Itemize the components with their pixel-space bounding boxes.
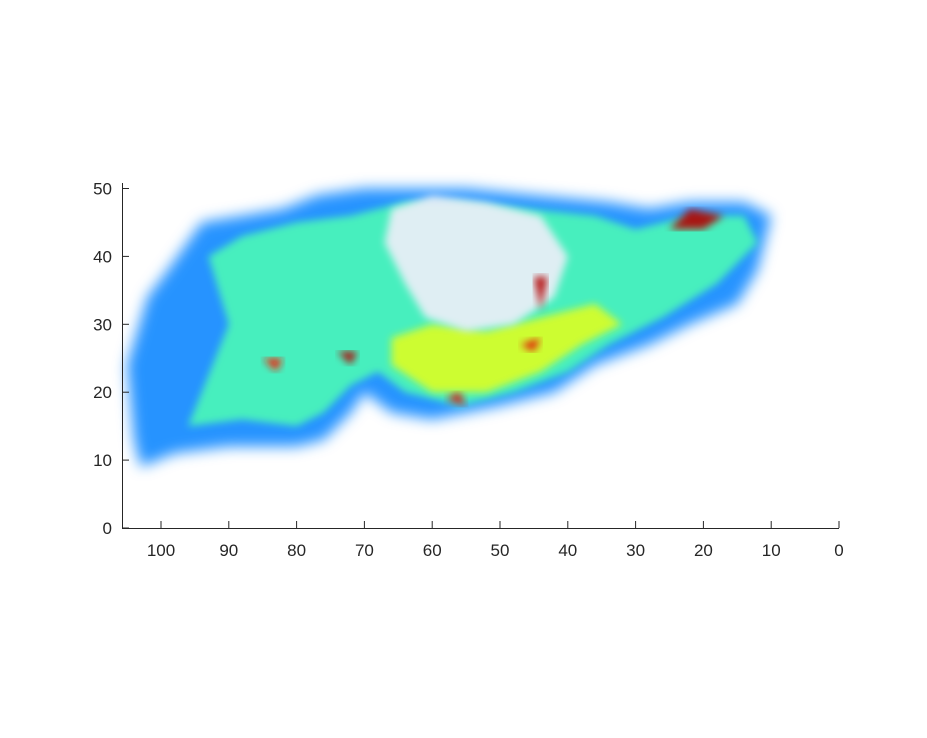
- region-white-cavity: [384, 195, 568, 332]
- x-tick-label: 100: [147, 541, 175, 560]
- x-tick-label: 10: [762, 541, 781, 560]
- y-tick-label: 50: [93, 180, 112, 199]
- region-hotspot-f: [262, 358, 283, 372]
- x-tick-label: 90: [219, 541, 238, 560]
- region-hotspot-a: [669, 208, 724, 230]
- y-tick-label: 40: [93, 247, 112, 266]
- x-tick-label: 40: [558, 541, 577, 560]
- y-tick-label: 30: [93, 315, 112, 334]
- y-tick-label: 10: [93, 451, 112, 470]
- region-hotspot-b: [533, 276, 548, 311]
- x-tick-label: 80: [287, 541, 306, 560]
- region-hotspot-e: [520, 337, 541, 352]
- axes: [122, 183, 839, 529]
- region-hotspot-d: [445, 392, 467, 406]
- region-hotspot-c: [337, 351, 358, 365]
- region-bright-band: [391, 303, 622, 393]
- heatmap-plot-area: [127, 188, 772, 467]
- y-tick-label: 0: [103, 519, 112, 538]
- x-tick-label: 20: [694, 541, 713, 560]
- x-tick-label: 50: [491, 541, 510, 560]
- y-tick-label: 20: [93, 383, 112, 402]
- x-tick-label: 70: [355, 541, 374, 560]
- x-tick-label: 0: [834, 541, 843, 560]
- x-tick-label: 60: [423, 541, 442, 560]
- x-tick-label: 30: [626, 541, 645, 560]
